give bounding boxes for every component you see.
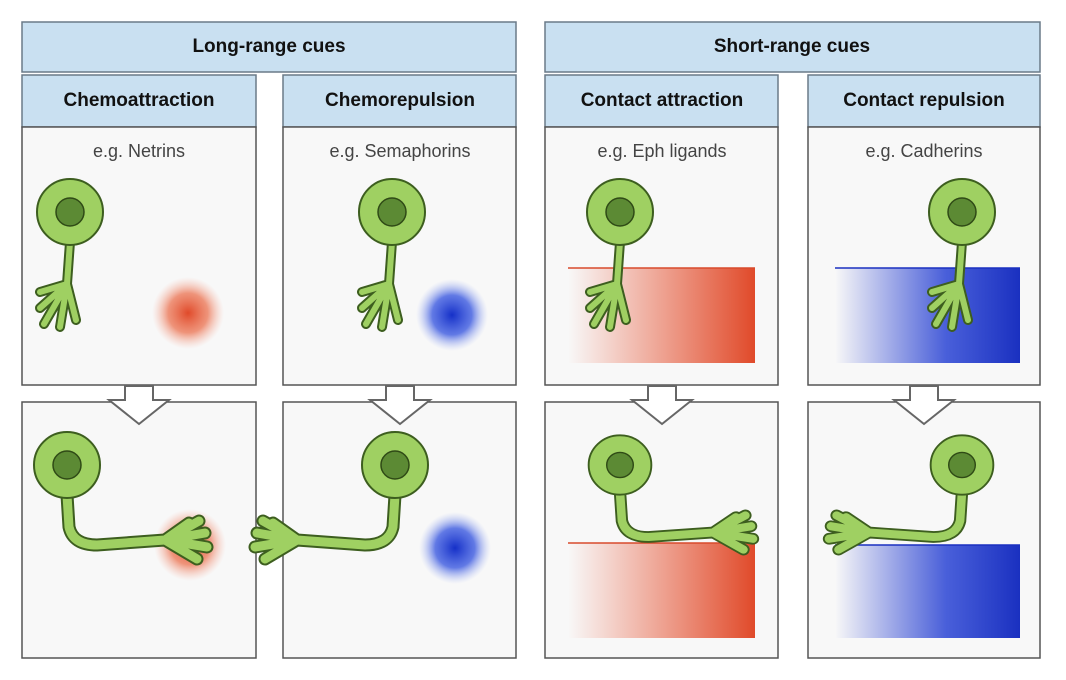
example: e.g. Netrins [93,141,185,161]
column-title: Chemorepulsion [325,90,475,111]
column-header [544,74,779,128]
panel [282,126,517,386]
column-header [282,74,517,128]
cue-field [835,545,1020,638]
column: Contact repulsion e.g. Cadherins [807,74,1041,659]
column-header [807,74,1041,128]
column-title: Contact repulsion [843,90,1005,111]
example: e.g. Semaphorins [329,141,470,161]
group-header [21,21,517,73]
group-header [544,21,1041,73]
group-title: Short-range cues [714,36,870,57]
cue-field [568,543,755,638]
cue-gradient [152,277,224,349]
example: e.g. Cadherins [865,141,982,161]
group-title: Long-range cues [192,36,345,57]
cue-gradient [419,512,491,584]
column: Chemoattraction e.g. Netrins [21,74,257,659]
column-title: Contact attraction [581,90,744,111]
column: Chemorepulsion e.g. Semaphorins [255,74,517,659]
example: e.g. Eph ligands [597,141,726,161]
column-title: Chemoattraction [64,90,215,111]
panel [21,126,257,386]
cue-gradient [416,279,488,351]
column-header [21,74,257,128]
column: Contact attraction e.g. Eph ligands [544,74,779,659]
cue-field [835,268,1020,363]
